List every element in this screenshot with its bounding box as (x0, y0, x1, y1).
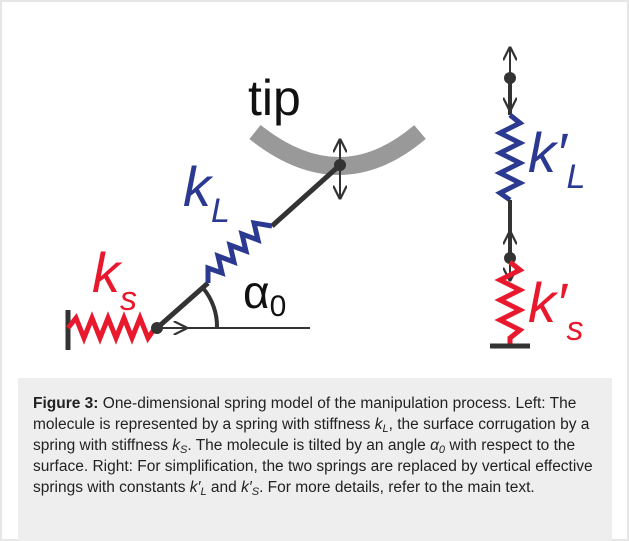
caption-math: k′L (189, 479, 207, 498)
caption-label: Figure 3: (33, 395, 99, 412)
math-sub: L (200, 486, 206, 498)
spring-kL-prime (494, 113, 526, 203)
tip-dot (334, 159, 346, 171)
math-sub: S (180, 444, 187, 456)
label-alpha: α0 (243, 266, 286, 323)
mid-dot (504, 252, 516, 264)
caption-math: kS (172, 437, 187, 456)
caption-text: , the surface corrugation by a spring wi… (33, 416, 590, 454)
math-sub-text: S (251, 486, 260, 498)
math-var: α (430, 437, 439, 454)
caption-math: α0 (430, 437, 445, 456)
math-sub: S (252, 486, 259, 498)
label-ks-prime: k′s (528, 271, 584, 348)
tip-label: tip (248, 70, 301, 126)
label-ks: ks (92, 241, 137, 318)
caption-text: with respect to the surface. Right: For … (33, 437, 593, 496)
math-sub-text: L (200, 486, 207, 498)
surface-dot (151, 322, 163, 334)
math-var: k′ (189, 479, 201, 496)
spring-ks-prime (494, 260, 526, 346)
angle-arc (201, 286, 220, 329)
molecule (155, 163, 342, 330)
label-kL: kL (183, 155, 230, 230)
math-sub-text: L (382, 423, 389, 435)
caption-math: kL (374, 416, 389, 435)
caption: Figure 3: One-dimensional spring model o… (18, 378, 612, 541)
figure: tip kL ks α0 k′L k′s (65, 0, 585, 350)
math-sub-text: S (180, 444, 188, 456)
caption-text: . The molecule is tilted by an angle (187, 437, 431, 454)
label-kL-prime: k′L (528, 121, 585, 196)
math-sub: 0 (439, 444, 445, 456)
math-var: k (374, 416, 383, 433)
caption-math: k′S (241, 479, 259, 498)
caption-text: One-dimensional spring model of the mani… (33, 395, 577, 433)
math-sub-text: 0 (438, 444, 446, 456)
caption-text: . For more details, refer to the main te… (259, 479, 535, 496)
math-sub: L (383, 423, 389, 435)
spring-kL (205, 219, 273, 283)
caption-text: and (206, 479, 242, 496)
math-var: k′ (241, 479, 252, 496)
math-var: k (172, 437, 181, 454)
spring-ks (66, 311, 158, 345)
